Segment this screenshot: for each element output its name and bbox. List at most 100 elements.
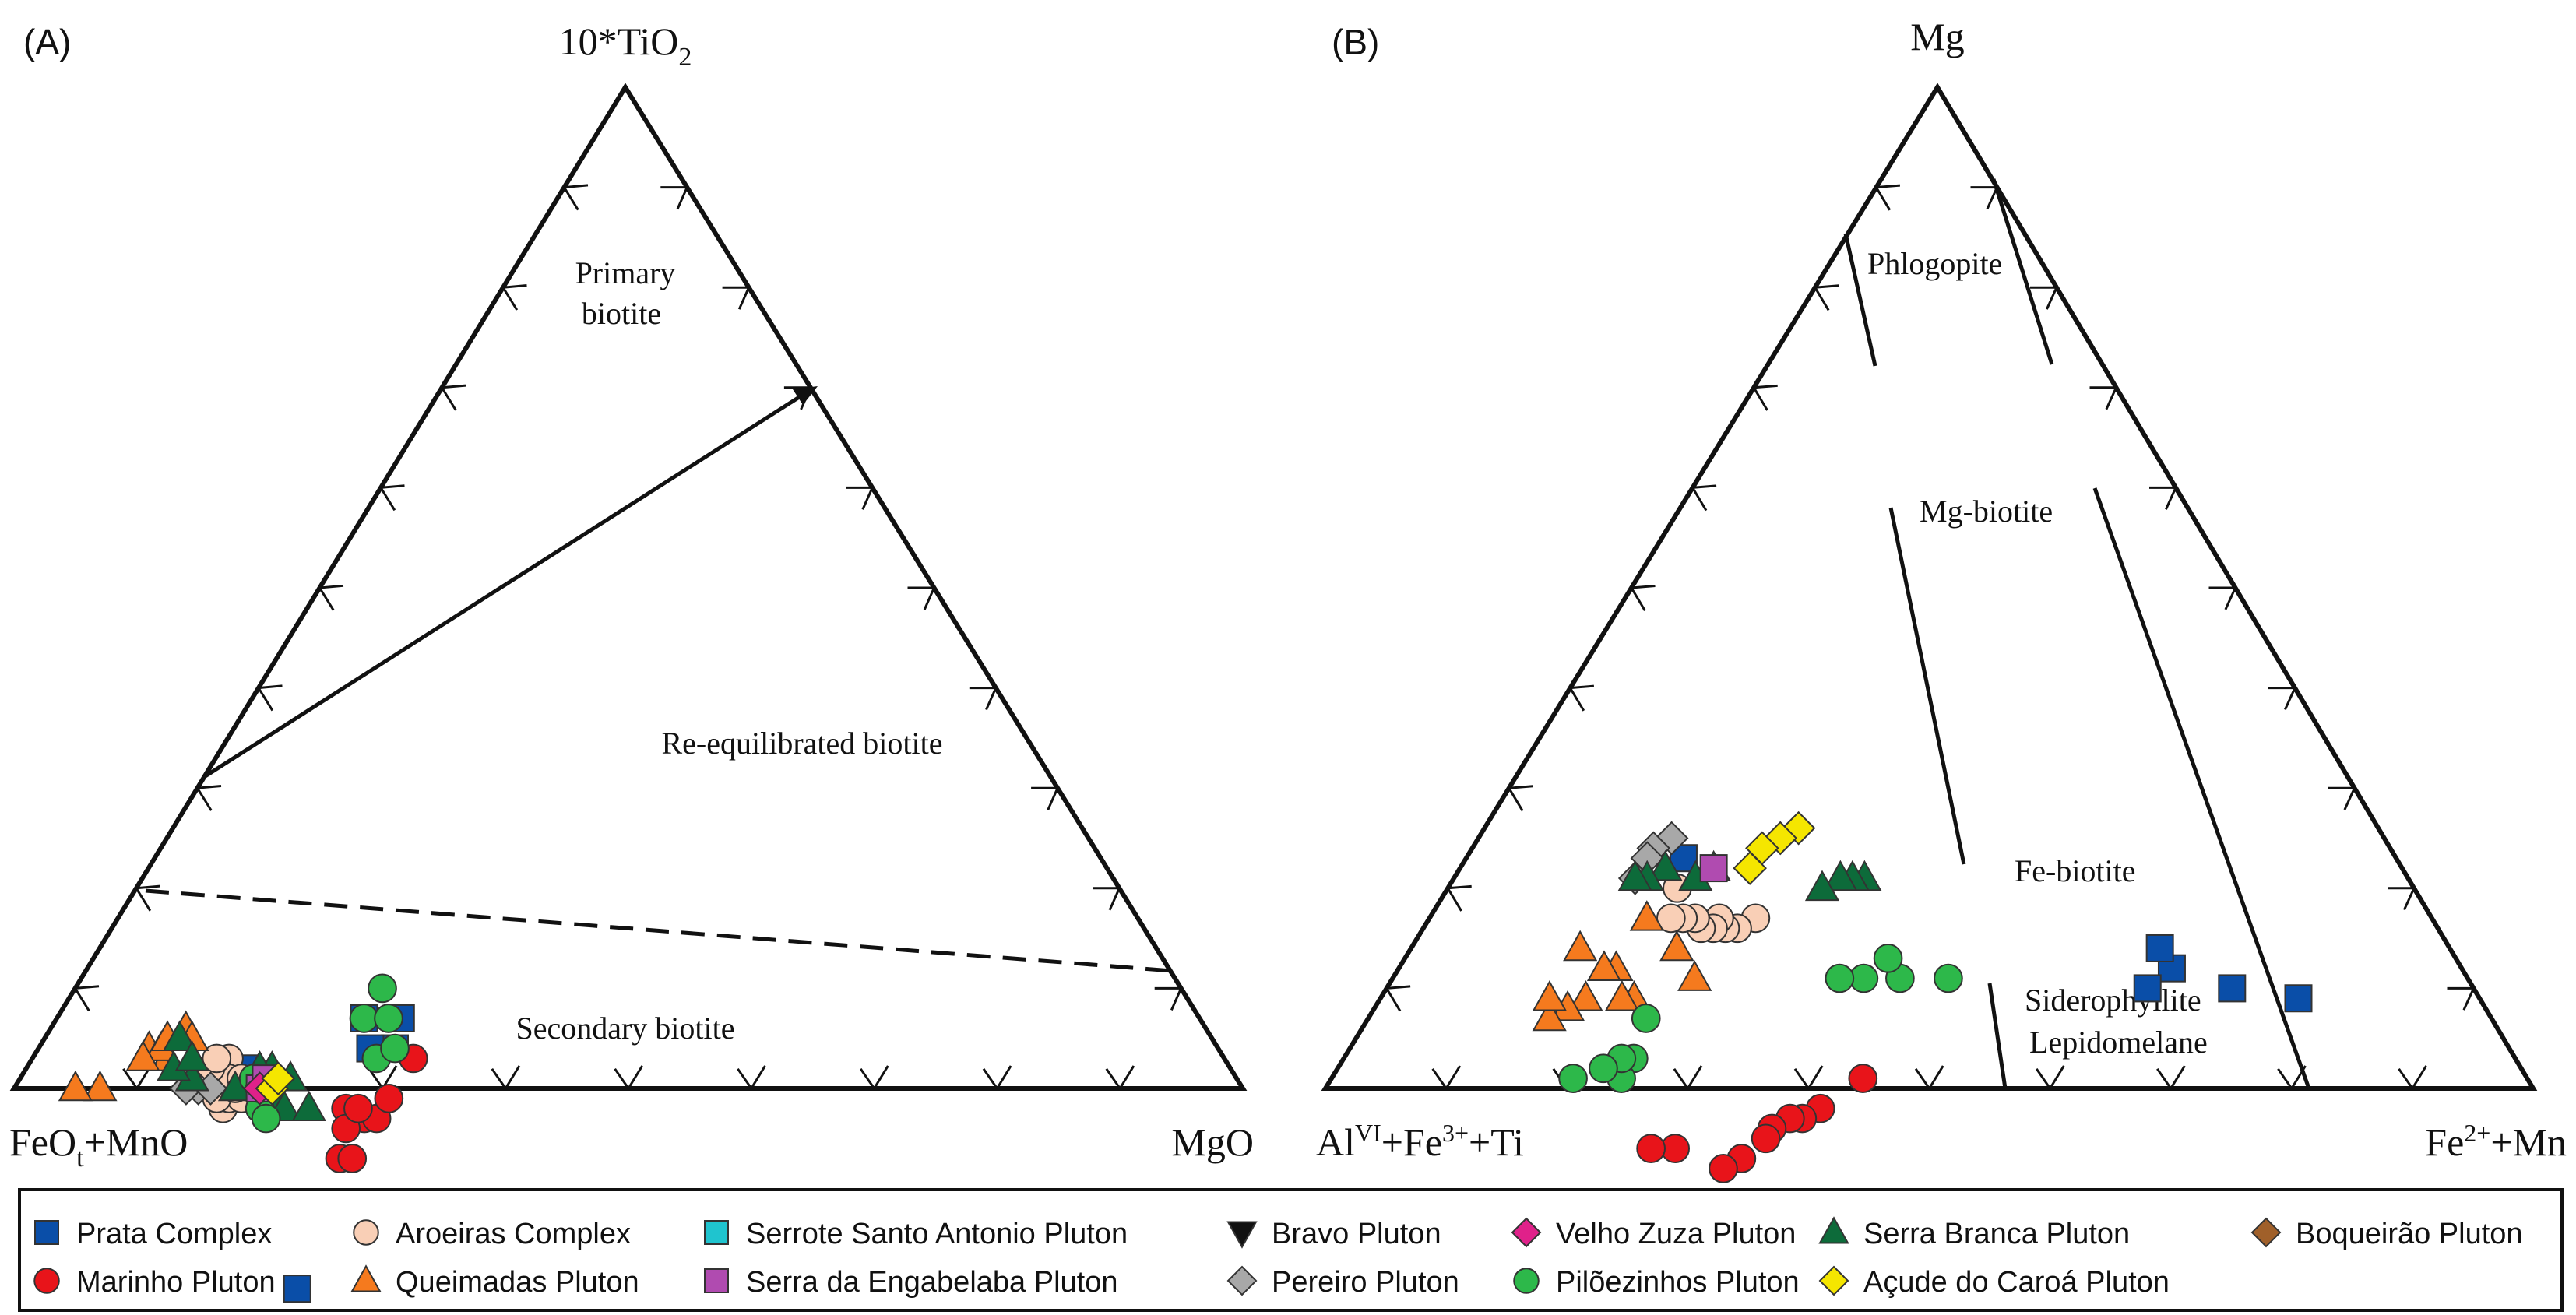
- panel-b-ticks: [1385, 184, 2475, 1089]
- point-queimadas-pluton: [83, 1070, 118, 1102]
- point-queimadas-pluton: [58, 1070, 93, 1102]
- point-piloezinhos-pluton: [374, 1004, 403, 1033]
- field-lepidomelane: Lepidomelane: [2029, 1025, 2208, 1060]
- legend-marker-boqueirao-pluton: [2250, 1217, 2282, 1248]
- point-acude-do-caroa-pluton: [261, 1061, 296, 1095]
- tick-mark: [1446, 888, 1462, 912]
- tick-mark: [873, 1065, 889, 1089]
- panel-a-apex-top: 10*TiO2: [559, 19, 692, 72]
- tick-mark: [257, 687, 274, 712]
- field-reequilibrated-a: Re-equilibrated biotite: [662, 726, 943, 761]
- point-queimadas-pluton: [1586, 950, 1622, 981]
- tick-mark: [135, 884, 160, 890]
- legend-label-queimadas-pluton: Queimadas Pluton: [396, 1266, 639, 1299]
- tick-mark: [442, 384, 466, 389]
- tick-mark: [74, 987, 90, 1012]
- point-piloezinhos-pluton: [1934, 963, 1963, 993]
- tick-mark: [859, 1067, 875, 1089]
- b-line-bottom: [1987, 983, 2008, 1089]
- point-marinho-pluton: [1751, 1123, 1781, 1154]
- tick-mark: [122, 1067, 139, 1089]
- point-queimadas-pluton: [1604, 979, 1640, 1011]
- tick-mark: [1692, 484, 1717, 489]
- panel-a-apex-right: MgO: [1171, 1120, 1254, 1164]
- point-marinho-pluton: [1709, 1154, 1738, 1183]
- tick-mark: [1928, 1065, 1944, 1089]
- tick-mark: [750, 1065, 766, 1089]
- tick-mark: [1793, 1067, 1810, 1089]
- tick-mark: [380, 484, 405, 489]
- tick-mark: [1108, 888, 1121, 911]
- tick-mark: [2035, 1067, 2051, 1089]
- point-piloezinhos-pluton: [1631, 1004, 1661, 1033]
- tick-mark: [1047, 787, 1059, 810]
- point-piloezinhos-pluton: [251, 1103, 281, 1134]
- point-piloezinhos-pluton: [349, 1004, 379, 1033]
- field-phlogopite: Phlogopite: [1867, 246, 2002, 281]
- tick-mark: [379, 487, 396, 512]
- panel-a-boundary-dashed: [145, 888, 1173, 973]
- tick-mark: [1448, 884, 1472, 890]
- tick-mark: [501, 287, 519, 311]
- panel-a-arrowhead: [793, 386, 818, 405]
- tick-mark: [1687, 1065, 1703, 1089]
- tick-mark: [614, 1067, 630, 1089]
- point-queimadas-pluton: [1532, 979, 1567, 1011]
- tick-mark: [1814, 284, 1839, 289]
- legend-label-marinho-pluton: Marinho Pluton: [76, 1266, 276, 1299]
- panel-b-apex-right: Fe2++Mn: [2425, 1119, 2567, 1164]
- b-line-mid-right: [2092, 487, 2311, 1089]
- tick-mark: [258, 684, 283, 690]
- legend-marker-velho-zuza-pluton: [1511, 1217, 1542, 1248]
- legend: Prata Complex Aroeiras Complex Serrote San…: [18, 1188, 2564, 1312]
- field-primary-a: Primary: [575, 255, 676, 290]
- point-queimadas-pluton: [1659, 930, 1694, 962]
- tick-mark: [196, 787, 213, 811]
- panel-b-apex-top: Mg: [1910, 15, 1964, 58]
- legend-label-boqueirao-pluton: Boqueirão Pluton: [2296, 1218, 2523, 1250]
- field-secondary-a: Secondary biotite: [516, 1011, 734, 1046]
- tick-mark: [135, 888, 152, 912]
- point-piloezinhos-pluton: [368, 973, 397, 1004]
- tick-mark: [2156, 1067, 2172, 1089]
- point-queimadas-pluton: [1532, 1000, 1567, 1032]
- tick-mark: [1914, 1067, 1930, 1089]
- legend-label-serra-da-engabelaba-pluton: Serra da Engabelaba Pluton: [746, 1266, 1117, 1299]
- point-aroeiras-complex: [1656, 903, 1686, 934]
- point-prata-complex: [283, 1275, 311, 1303]
- point-piloezinhos-pluton: [380, 1033, 410, 1064]
- point-acude-do-caroa-pluton: [1733, 851, 1767, 885]
- tick-mark: [996, 1065, 1012, 1089]
- tick-mark: [1631, 585, 1656, 589]
- b-line-phlog-right: [1991, 178, 2054, 365]
- tick-mark: [1673, 1067, 1689, 1089]
- point-prata-complex: [2145, 934, 2174, 962]
- tick-mark: [2403, 888, 2416, 911]
- tick-mark: [1569, 687, 1585, 712]
- point-queimadas-pluton: [125, 1040, 160, 1071]
- panel-b-points: [1532, 810, 2313, 1183]
- panel-a-points: [58, 973, 428, 1303]
- tick-mark: [1875, 186, 1892, 211]
- field-siderophyllite: Siderophyllite: [2025, 983, 2201, 1018]
- point-serra-branca-pluton: [162, 1020, 197, 1051]
- tick-mark: [563, 186, 579, 211]
- point-serra-branca-pluton: [1823, 860, 1858, 891]
- tick-mark: [197, 785, 222, 789]
- tick-mark: [1118, 1065, 1135, 1089]
- tick-mark: [1752, 387, 1768, 411]
- point-marinho-pluton: [374, 1084, 404, 1113]
- legend-label-pereiro-pluton: Pereiro Pluton: [1272, 1266, 1459, 1299]
- point-marinho-pluton: [1636, 1134, 1666, 1164]
- point-queimadas-pluton: [1563, 930, 1598, 962]
- panel-b-label: (B): [1332, 22, 1379, 62]
- tick-mark: [2343, 787, 2356, 810]
- tick-mark: [1754, 384, 1778, 389]
- point-piloezinhos-pluton: [1873, 943, 1903, 973]
- tick-mark: [2224, 587, 2236, 610]
- panel-b-apex-left: AlVI+Fe3++Ti: [1316, 1119, 1524, 1164]
- tick-mark: [1445, 1065, 1462, 1089]
- tick-mark: [2398, 1067, 2414, 1089]
- point-marinho-pluton: [343, 1093, 373, 1123]
- tick-mark: [2046, 287, 2058, 310]
